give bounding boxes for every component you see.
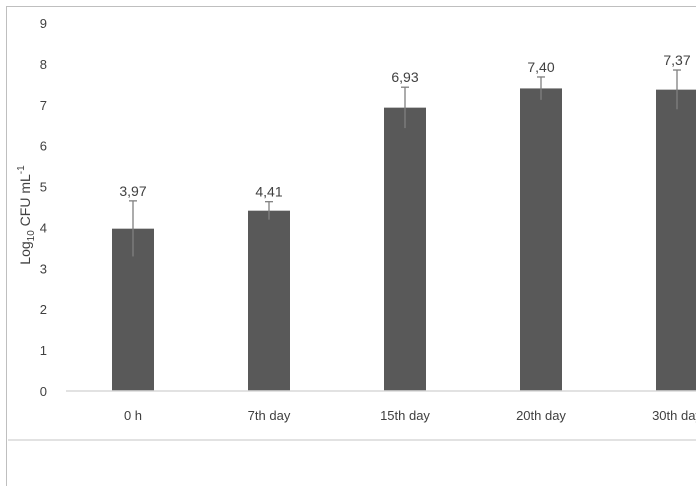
data-label: 6,93 [391,69,418,85]
bar [520,88,562,391]
x-tick-label: 7th day [248,408,291,423]
y-tick-label: 0 [40,384,47,399]
y-axis-label: Log10 CFU mL-1 [16,165,37,265]
x-tick-label: 0 h [124,408,142,423]
x-tick-label: 15th day [380,408,430,423]
y-tick-label: 3 [40,261,47,276]
y-tick-label: 4 [40,220,47,235]
y-tick-label: 2 [40,302,47,317]
y-axis-ticks: 0 1 2 3 4 5 6 7 8 9 [40,16,47,399]
bar [384,107,426,391]
y-tick-label: 8 [40,57,47,72]
x-tick-label: 30th day [652,408,696,423]
y-tick-label: 7 [40,98,47,113]
data-label: 4,41 [255,184,282,200]
y-tick-label: 1 [40,343,47,358]
bar [248,210,290,391]
y-axis-label-subscript: 10 [26,230,37,242]
y-tick-label: 5 [40,180,47,195]
data-label: 3,97 [119,183,146,199]
data-label: 7,37 [663,52,690,68]
data-labels: 3,97 4,41 6,93 7,40 7,37 [119,52,690,200]
x-axis-ticks: 0 h 7th day 15th day 20th day 30th day [124,408,696,423]
chart-frame [6,6,696,486]
data-label: 7,40 [527,59,554,75]
x-tick-label: 20th day [516,408,566,423]
error-bars [129,69,681,257]
y-axis-label-text: CFU mL [17,174,33,230]
y-tick-label: 9 [40,16,47,31]
y-axis-label-base: Log [17,241,33,264]
bar [656,89,696,391]
y-axis-label-superscript: -1 [16,165,27,174]
bars [112,88,696,391]
y-tick-label: 6 [40,139,47,154]
